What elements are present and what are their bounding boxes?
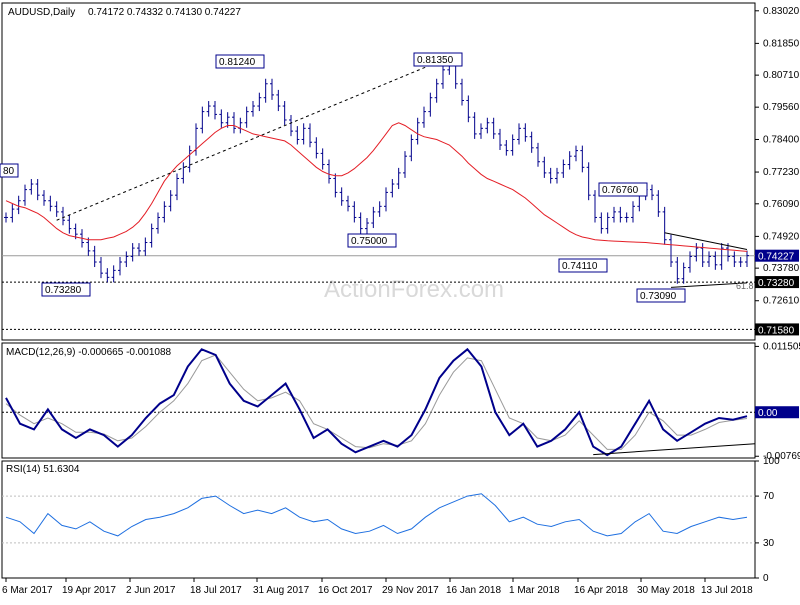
x-axis-label: 31 Aug 2017	[253, 585, 310, 596]
x-axis-label: 6 Mar 2017	[2, 585, 53, 596]
x-axis-label: 13 Jul 2018	[701, 585, 753, 596]
rsi-line	[5, 493, 748, 537]
x-axis-label: 16 Oct 2017	[318, 585, 373, 596]
x-axis-label: 2 Jun 2017	[126, 585, 176, 596]
price-annotation-box	[0, 163, 19, 178]
chart-ohlc-readout: 0.74172 0.74332 0.74130 0.74227	[88, 7, 241, 18]
price-annotation-label: 0.81350	[417, 55, 454, 66]
x-axis-label: 1 Mar 2018	[509, 585, 560, 596]
rsi-y-tick-label: 0	[763, 573, 769, 584]
macd-signal-line	[5, 354, 748, 450]
price-annotation-label: 0.76760	[602, 185, 639, 196]
macd-panel-frame	[1, 342, 756, 459]
price-annotation-box	[413, 52, 463, 67]
x-axis-label: 29 Nov 2017	[382, 585, 439, 596]
price-y-tick-label: 0.73780	[763, 263, 800, 274]
price-y-tick-label: 0.74920	[763, 231, 800, 242]
price-y-tick-label: 0.83020	[763, 6, 800, 17]
price-annotation-label: 0.74110	[562, 261, 598, 272]
rsi-y-tick-label: 70	[763, 491, 775, 502]
x-axis-label: 16 Apr 2018	[574, 585, 628, 596]
price-tag-bg	[755, 276, 799, 289]
price-annotation-box	[558, 258, 608, 273]
x-axis-label: 19 Apr 2017	[62, 585, 116, 596]
macd-trendline	[593, 443, 756, 456]
macd-tag-label: 0.00	[758, 408, 778, 419]
x-axis-label: 16 Jan 2018	[446, 585, 501, 596]
price-tag-label: 0.73280	[758, 278, 795, 289]
sma-line	[5, 122, 748, 252]
macd-y-tick-label: 0.011505	[763, 341, 800, 352]
rsi-title: RSI(14) 51.6304	[6, 464, 80, 475]
price-y-tick-label: 0.78400	[763, 134, 800, 145]
price-annotation-box	[41, 282, 91, 297]
price-y-tick-label: 0.77230	[763, 167, 800, 178]
wedge-upper-line	[664, 232, 748, 250]
price-tag-bg	[755, 249, 799, 262]
rsi-panel-frame	[1, 460, 756, 579]
x-axis-label: 30 May 2018	[637, 585, 695, 596]
macd-line	[5, 347, 748, 457]
rsi-y-tick-label: 100	[763, 456, 780, 467]
price-y-tick-label: 0.76090	[763, 199, 800, 210]
price-y-tick-label: 0.79560	[763, 102, 800, 113]
price-y-tick-label: 0.81850	[763, 38, 800, 49]
macd-title: MACD(12,26,9) -0.000665 -0.001088	[6, 347, 172, 358]
price-annotation-label: 80	[3, 166, 15, 177]
x-axis-label: 18 Jul 2017	[190, 585, 242, 596]
chart-symbol-title: AUDUSD,Daily	[8, 7, 75, 18]
price-tag-label: 0.71580	[758, 325, 795, 336]
price-annotation-label: 0.75000	[351, 236, 388, 247]
price-annotation-label: 0.73090	[640, 291, 677, 302]
watermark: ActionForex.com	[324, 276, 504, 303]
price-annotation-label: 0.81240	[219, 57, 256, 68]
wedge-lower-line	[670, 282, 748, 288]
price-tag-label: 0.74227	[758, 252, 795, 263]
price-y-tick-label: 0.72610	[763, 296, 800, 307]
dashed-trendline	[56, 56, 450, 221]
price-annotation-box	[598, 182, 648, 197]
price-annotation-box	[215, 54, 265, 69]
macd-tag-bg	[755, 406, 799, 419]
price-tag-bg	[755, 323, 799, 336]
macd-y-tick-label: -0.007694	[763, 451, 800, 462]
rsi-y-tick-label: 30	[763, 538, 775, 549]
price-annotation-box	[636, 288, 686, 303]
fib-level-label: 61.8	[736, 281, 754, 291]
price-annotation-label: 0.73280	[45, 285, 82, 296]
price-y-tick-label: 0.80710	[763, 70, 800, 81]
price-annotation-box	[347, 233, 397, 248]
